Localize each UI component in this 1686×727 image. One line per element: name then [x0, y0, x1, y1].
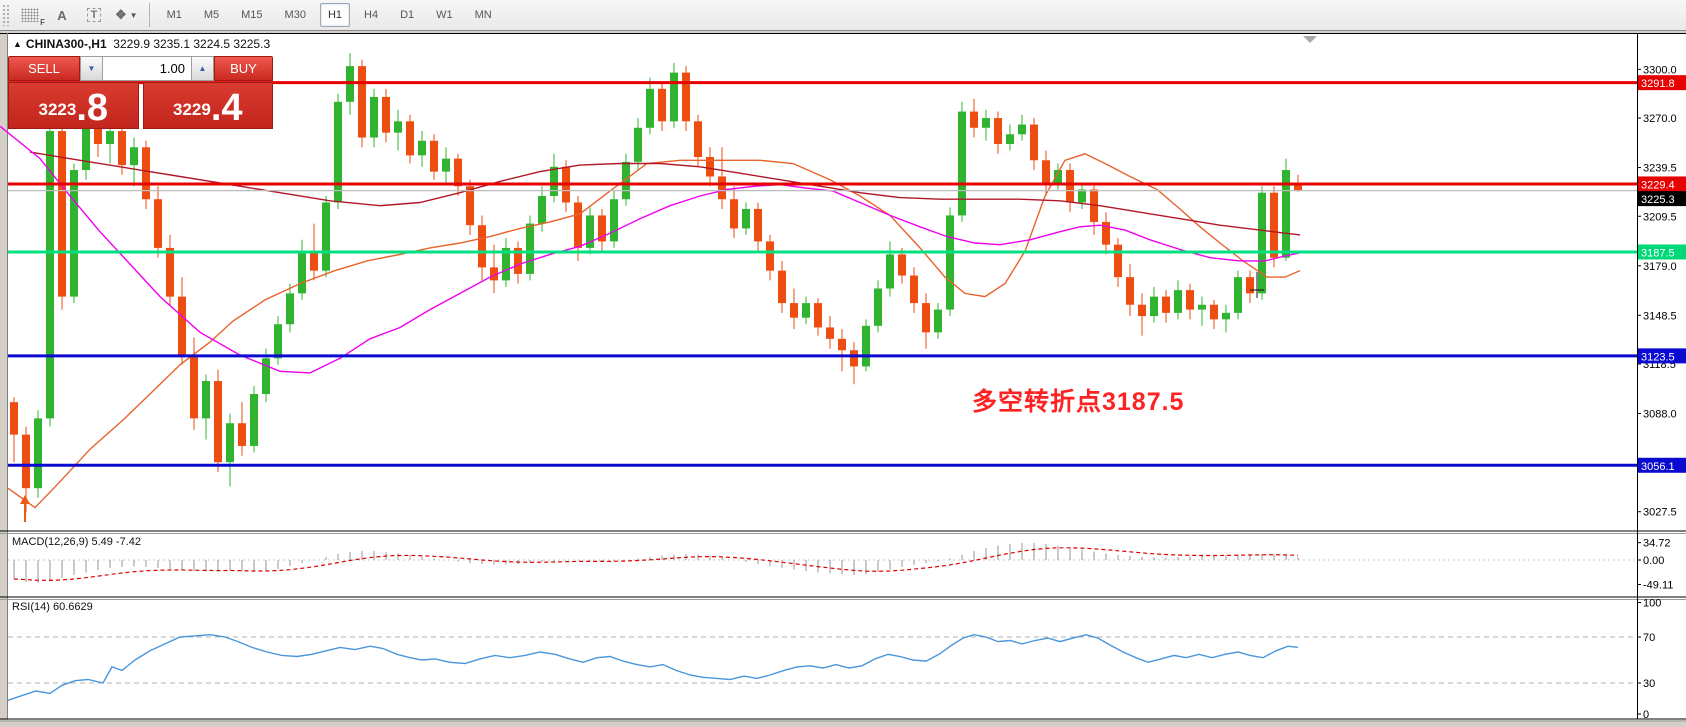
current-price-badge	[1638, 191, 1686, 207]
arrow-objects-dropdown[interactable]: ❖ ▼	[114, 3, 139, 27]
volume-input[interactable]: 1.00	[103, 56, 191, 81]
rsi-line	[7, 633, 1299, 701]
rsi-pane[interactable]: 100 70 30 0	[7, 598, 1661, 722]
toolbar-grip[interactable]	[2, 4, 10, 26]
ma-mid-line	[7, 153, 1301, 509]
timeframe-d1[interactable]: D1	[400, 9, 415, 21]
timeframe-w1[interactable]: W1	[436, 9, 453, 21]
svg-text:3229.4: 3229.4	[1641, 179, 1675, 191]
text-box-icon[interactable]: T	[82, 3, 106, 27]
chart-text-annotation[interactable]: 多空转折点3187.5	[972, 388, 1185, 416]
svg-text:0: 0	[1643, 709, 1649, 721]
svg-text:70: 70	[1643, 632, 1655, 644]
svg-text:3239.5: 3239.5	[1643, 163, 1677, 175]
timeframe-mn[interactable]: MN	[474, 9, 492, 21]
svg-text:3270.0: 3270.0	[1643, 113, 1677, 125]
sell-button[interactable]: SELL	[8, 56, 80, 81]
candlestick-series	[10, 53, 1302, 513]
chevron-down-icon: ▼	[129, 10, 138, 20]
symbol-info-line: ▲ CHINA300-,H1 3229.9 3235.1 3224.5 3225.…	[13, 37, 270, 51]
boxed-t-icon: T	[86, 8, 102, 22]
sell-price-pip: .8	[76, 87, 109, 129]
timeframe-h1[interactable]: H1	[319, 3, 351, 27]
svg-text:3187.5: 3187.5	[1641, 247, 1675, 259]
toolbar: F A T ❖ ▼ M1 M5 M15 M30 H1 H4 D1 W1 MN	[0, 0, 1686, 31]
svg-text:3148.5: 3148.5	[1643, 310, 1677, 322]
ma-slow-line	[29, 151, 1301, 236]
svg-text:3027.5: 3027.5	[1643, 507, 1677, 519]
ohlc-readout: 3229.9 3235.1 3224.5 3225.3	[113, 37, 271, 51]
svg-text:3209.5: 3209.5	[1643, 211, 1677, 223]
timeframe-m1[interactable]: M1	[166, 9, 182, 21]
volume-decrease-button[interactable]: ▼	[80, 56, 103, 81]
volume-increase-button[interactable]: ▲	[191, 56, 214, 81]
up-arrow-head-icon	[20, 495, 30, 504]
price-badge-3123.5	[1638, 348, 1686, 364]
buy-button[interactable]: BUY	[214, 56, 273, 81]
symbol-title: CHINA300-,H1	[25, 37, 107, 51]
collapse-triangle-icon[interactable]: ▲	[13, 39, 22, 49]
macd-signal-line	[13, 547, 1299, 582]
timeframe-m5[interactable]: M5	[203, 9, 220, 21]
timeframe-m30[interactable]: M30	[284, 9, 306, 21]
svg-text:30: 30	[1643, 678, 1655, 690]
text-label-icon[interactable]: A	[50, 3, 74, 27]
ma-fast-line	[0, 125, 1301, 374]
svg-text:3056.1: 3056.1	[1641, 461, 1675, 473]
toolbar-separator	[148, 3, 150, 27]
one-click-trade-panel: SELL ▼ 1.00 ▲ BUY 3223.8 3229.4	[8, 56, 273, 129]
rsi-label: RSI(14) 60.6629	[12, 601, 93, 613]
sell-price-main: 3223	[38, 100, 77, 119]
svg-text:3291.8: 3291.8	[1641, 78, 1675, 90]
price-badge-3187.5	[1638, 244, 1686, 260]
price-badge-3291.8	[1638, 75, 1686, 91]
svg-text:3300.0: 3300.0	[1643, 64, 1677, 76]
shapes-icon: ❖	[115, 7, 127, 22]
timeframe-h4[interactable]: H4	[364, 9, 379, 21]
svg-text:0.00: 0.00	[1643, 555, 1664, 567]
svg-text:34.72: 34.72	[1643, 538, 1671, 550]
buy-price-box[interactable]: 3229.4	[142, 82, 273, 129]
svg-text:3088.0: 3088.0	[1643, 408, 1677, 420]
buy-price-pip: .4	[210, 87, 243, 129]
svg-text:-49.11: -49.11	[1643, 580, 1673, 592]
sell-price-box[interactable]: 3223.8	[8, 82, 139, 129]
grid-icon: F	[21, 8, 45, 27]
buy-price-main: 3229	[172, 100, 211, 119]
macd-pane[interactable]: 34.72 0.00 -49.11	[8, 538, 1673, 592]
svg-text:3123.5: 3123.5	[1641, 351, 1675, 363]
one-click-panel-icon[interactable]: F	[18, 3, 45, 27]
timeframe-m15[interactable]: M15	[241, 9, 263, 21]
svg-text:100: 100	[1643, 598, 1661, 610]
chart-shift-triangle-icon[interactable]	[1303, 36, 1317, 43]
price-badge-3229.4	[1638, 176, 1686, 192]
macd-label: MACD(12,26,9) 5.49 -7.42	[12, 536, 142, 548]
price-badge-3056.1	[1638, 457, 1686, 473]
svg-text:3179.0: 3179.0	[1643, 261, 1677, 273]
main-price-pane[interactable]: 3300.03270.03239.53209.53179.03148.53118…	[1637, 64, 1677, 519]
svg-text:3225.3: 3225.3	[1641, 194, 1675, 206]
timeframe-bar: M1 M5 M15 M30 H1 H4 D1 W1 MN	[156, 3, 503, 27]
letter-a-icon: A	[57, 7, 67, 23]
